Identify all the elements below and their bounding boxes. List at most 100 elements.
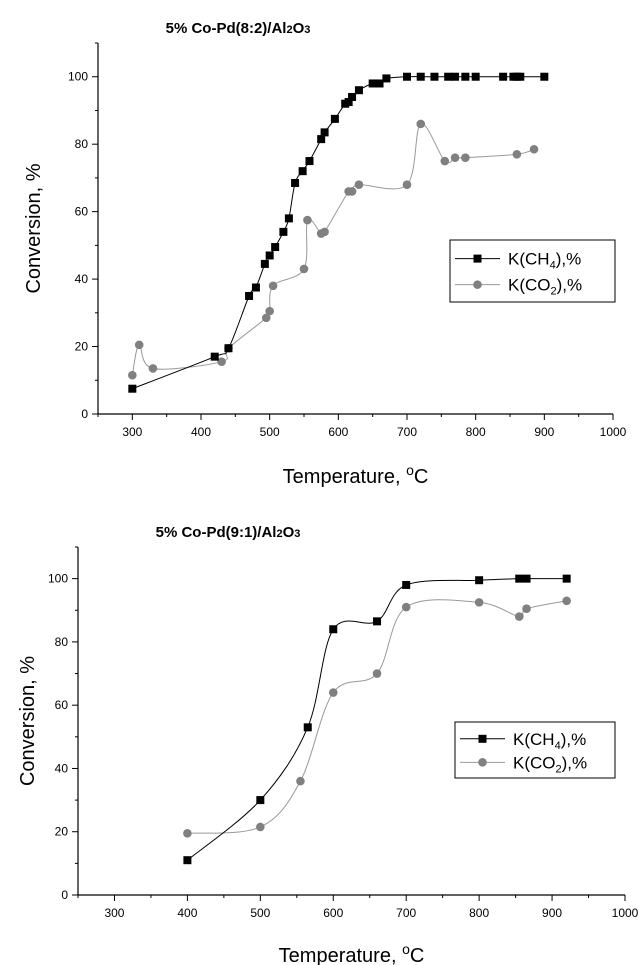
y-tick-label: 60	[55, 698, 69, 712]
data-point-ch4	[516, 72, 525, 81]
x-tick-label: 400	[191, 425, 211, 439]
data-point-ch4	[298, 167, 307, 176]
legend-box	[454, 721, 616, 779]
data-point-ch4	[344, 98, 353, 107]
data-point-ch4	[471, 72, 480, 81]
legend: K(CH4),% K(CO2),%	[449, 239, 616, 303]
data-point-ch4	[271, 243, 280, 252]
y-tick-label: 20	[55, 825, 69, 839]
data-point-co2	[562, 596, 571, 606]
x-axis-title: Temperature, oC	[279, 941, 425, 965]
data-point-co2	[416, 119, 426, 129]
y-axis-title: Conversion, %	[17, 656, 39, 786]
data-point-ch4	[562, 574, 571, 583]
data-point-ch4	[320, 128, 329, 137]
data-point-ch4	[251, 283, 260, 292]
x-tick-label: 900	[534, 425, 554, 439]
y-tick-label: 40	[55, 761, 69, 775]
legend-label-ch4: K(CH4),%	[508, 250, 581, 272]
data-point-ch4	[210, 352, 219, 361]
data-point-co2	[217, 357, 226, 367]
data-point-ch4	[373, 617, 382, 626]
data-point-ch4	[354, 86, 363, 95]
data-point-co2	[148, 364, 158, 373]
data-point-co2	[183, 829, 192, 838]
legend-marker-ch4	[473, 254, 482, 263]
data-point-ch4	[224, 344, 233, 353]
y-tick-label: 80	[75, 137, 89, 151]
data-point-ch4	[128, 384, 137, 393]
data-point-ch4	[303, 723, 312, 732]
data-point-co2	[328, 688, 338, 697]
legend: K(CH4),%K(CO2),%	[454, 721, 616, 779]
data-point-co2	[320, 227, 329, 237]
x-tick-label: 1000	[600, 425, 627, 439]
data-point-ch4	[402, 580, 411, 589]
x-tick-label: 600	[328, 425, 348, 439]
legend-marker-co2	[478, 758, 487, 767]
x-tick-label: 700	[397, 425, 417, 439]
x-tick-label: 500	[260, 425, 280, 439]
y-tick-label: 20	[75, 340, 89, 354]
series-line-ch4	[132, 76, 545, 390]
data-point-ch4	[317, 135, 326, 144]
x-tick-label: 400	[177, 906, 197, 920]
y-tick-label: 80	[55, 635, 69, 649]
data-point-ch4	[499, 72, 508, 81]
x-tick-label: 700	[396, 906, 416, 920]
data-point-ch4	[260, 259, 269, 268]
data-point-co2	[514, 612, 524, 621]
data-point-ch4	[279, 227, 288, 236]
y-tick-label: 0	[61, 888, 68, 902]
data-point-ch4	[375, 79, 384, 88]
legend-box	[449, 239, 616, 303]
legend-label-ch4: K(CH4),%	[513, 730, 586, 752]
y-tick-label: 60	[75, 205, 89, 219]
x-tick-label: 800	[466, 425, 486, 439]
data-point-ch4	[382, 74, 391, 83]
chart-title: 5% Co-Pd(9:1)/Al2O3	[156, 524, 301, 541]
data-point-co2	[347, 187, 357, 196]
data-point-ch4	[291, 178, 300, 187]
data-point-co2	[256, 822, 265, 832]
data-point-co2	[402, 180, 412, 189]
data-point-co2	[261, 313, 271, 323]
legend-marker-co2	[473, 280, 482, 289]
x-tick-label: 1000	[612, 906, 639, 920]
series-line-co2	[187, 599, 567, 834]
data-point-ch4	[245, 291, 254, 300]
legend-marker-ch4	[478, 734, 487, 743]
data-point-ch4	[475, 576, 484, 585]
data-point-co2	[354, 180, 364, 189]
x-tick-label: 300	[104, 906, 124, 920]
data-point-ch4	[515, 574, 524, 583]
data-point-ch4	[183, 856, 192, 865]
legend-label-co2: K(CO2),%	[513, 753, 587, 775]
data-point-ch4	[540, 72, 549, 81]
data-point-co2	[296, 776, 305, 786]
y-tick-label: 40	[75, 272, 89, 286]
legend-label-co2: K(CO2),%	[508, 276, 582, 298]
data-point-ch4	[403, 72, 411, 81]
x-tick-label: 900	[542, 906, 562, 920]
data-point-ch4	[305, 157, 314, 166]
data-point-co2	[474, 598, 484, 607]
data-point-co2	[299, 264, 309, 274]
y-axis-title: Conversion, %	[23, 163, 45, 293]
x-tick-label: 600	[323, 906, 343, 920]
data-point-co2	[265, 306, 274, 316]
data-point-ch4	[444, 72, 453, 81]
data-point-co2	[522, 604, 531, 613]
data-point-co2	[512, 150, 522, 159]
data-point-ch4	[368, 79, 377, 88]
data-point-ch4	[348, 92, 357, 101]
data-point-ch4	[522, 574, 531, 583]
y-tick-label: 100	[68, 70, 88, 84]
data-point-ch4	[416, 72, 425, 81]
x-axis-title: Temperature, oC	[283, 462, 429, 488]
data-point-co2	[134, 340, 144, 350]
data-point-ch4	[451, 72, 460, 81]
x-tick-label: 800	[469, 906, 489, 920]
